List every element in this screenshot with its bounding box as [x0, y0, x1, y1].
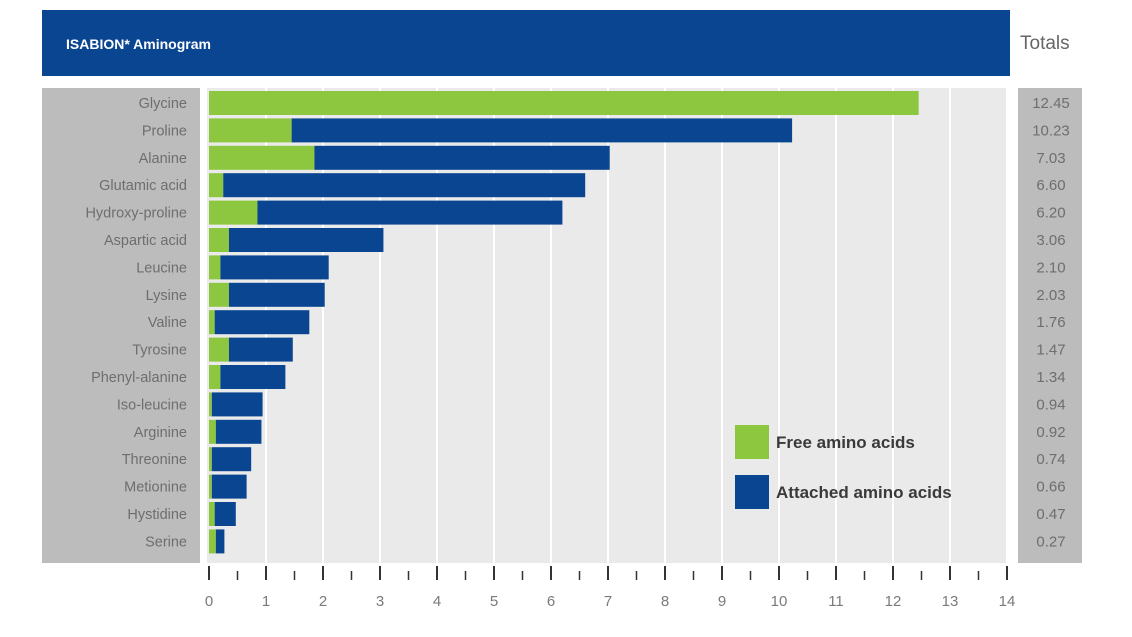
total-value: 1.76 — [1036, 314, 1065, 331]
totals-values: 12.45 10.23 7.03 6.60 6.20 3.06 2.10 2.03 1.76 1.… — [1032, 95, 1070, 550]
category-label: Metionine — [124, 480, 187, 496]
x-tick-label: 6 — [547, 593, 555, 610]
x-tick-label: 13 — [942, 593, 959, 610]
category-label: Tyrosine — [132, 343, 187, 359]
category-label-panel — [42, 88, 200, 563]
x-tick-label: 9 — [718, 593, 726, 610]
total-value: 0.74 — [1036, 451, 1065, 468]
category-label: Aspartic acid — [104, 233, 187, 249]
bar-attached-11 — [211, 392, 263, 417]
bar-free-4 — [209, 200, 258, 225]
category-label: Threonine — [122, 452, 187, 468]
bar-attached-7 — [228, 282, 325, 307]
category-label: Leucine — [136, 260, 187, 276]
bar-attached-10 — [220, 365, 286, 389]
category-label: Valine — [148, 315, 187, 331]
category-label: Proline — [142, 123, 187, 139]
bar-attached-1 — [291, 118, 793, 143]
x-tick-label: 14 — [999, 593, 1016, 610]
category-label: Hydroxy-proline — [85, 206, 187, 222]
category-label: Alanine — [139, 151, 187, 167]
bar-free-13 — [209, 447, 212, 472]
bar-free-3 — [209, 173, 224, 198]
total-value: 0.27 — [1036, 533, 1065, 550]
category-label: Phenyl-alanine — [91, 370, 187, 386]
category-label: Serine — [145, 534, 187, 550]
x-tick-label: 7 — [604, 593, 612, 610]
bar-attached-9 — [228, 337, 293, 362]
x-tick-label: 12 — [885, 593, 902, 610]
bar-free-2 — [209, 145, 315, 170]
chart-title: ISABION* Aminogram — [66, 36, 211, 52]
x-tick-label: 8 — [661, 593, 669, 610]
legend-label-attached: Attached amino acids — [776, 483, 952, 502]
totals-panel — [1018, 88, 1082, 563]
total-value: 2.10 — [1036, 259, 1065, 276]
totals-heading: Totals — [1020, 33, 1070, 54]
total-value: 0.92 — [1036, 424, 1065, 441]
category-label: Glutamic acid — [99, 178, 187, 194]
bar-attached-6 — [220, 255, 329, 280]
bars — [209, 91, 919, 554]
total-value: 1.47 — [1036, 342, 1065, 359]
x-tick-label: 11 — [828, 593, 844, 610]
total-value: 0.47 — [1036, 506, 1065, 523]
bar-free-16 — [209, 529, 216, 554]
category-label: Arginine — [134, 425, 187, 441]
bar-free-11 — [209, 392, 212, 417]
bar-free-0 — [209, 91, 919, 115]
x-tick-label: 2 — [319, 593, 327, 610]
bar-free-14 — [209, 474, 212, 499]
legend: Free amino acids Attached amino acids — [735, 425, 952, 509]
bar-free-8 — [209, 310, 215, 335]
total-value: 3.06 — [1036, 232, 1065, 249]
bar-attached-12 — [215, 419, 262, 444]
bar-attached-3 — [223, 173, 586, 198]
x-tick-label: 10 — [771, 593, 788, 610]
total-value: 1.34 — [1036, 369, 1065, 386]
category-label: Hystidine — [127, 507, 187, 523]
legend-swatch-free — [735, 425, 769, 459]
bar-free-5 — [209, 228, 229, 252]
legend-label-free: Free amino acids — [776, 433, 915, 452]
bar-attached-8 — [214, 310, 310, 335]
chart-header-bar — [42, 10, 1010, 76]
bar-free-9 — [209, 337, 229, 362]
bar-free-1 — [209, 118, 292, 143]
bar-free-12 — [209, 419, 216, 444]
total-value: 0.94 — [1036, 396, 1065, 413]
legend-swatch-attached — [735, 475, 769, 509]
x-tick-label: 1 — [262, 593, 270, 610]
bar-free-15 — [209, 502, 215, 526]
total-value: 0.66 — [1036, 479, 1065, 496]
bar-attached-5 — [228, 228, 384, 252]
bar-free-6 — [209, 255, 221, 280]
bar-attached-13 — [211, 447, 252, 472]
bar-attached-14 — [211, 474, 247, 499]
bar-attached-4 — [257, 200, 563, 225]
category-label: Lysine — [146, 288, 187, 304]
total-value: 7.03 — [1036, 150, 1065, 167]
category-label: Iso-leucine — [117, 397, 187, 413]
total-value: 10.23 — [1032, 122, 1070, 139]
category-labels: Glycine Proline Alanine Glutamic acid Hydrox… — [85, 96, 187, 550]
total-value: 2.03 — [1036, 287, 1065, 304]
x-tick-label: 0 — [205, 593, 213, 610]
x-tick-label: 3 — [376, 593, 384, 610]
bar-attached-2 — [314, 145, 610, 170]
x-tick-label: 5 — [490, 593, 498, 610]
x-axis: 0 1 2 3 4 5 6 7 8 9 10 11 12 13 14 — [205, 566, 1016, 610]
category-label: Glycine — [139, 96, 187, 112]
bar-attached-16 — [215, 529, 225, 554]
x-tick-label: 4 — [433, 593, 441, 610]
bar-free-10 — [209, 365, 221, 389]
bar-free-7 — [209, 282, 229, 307]
total-value: 6.60 — [1036, 177, 1065, 194]
bar-attached-15 — [214, 502, 236, 526]
total-value: 6.20 — [1036, 205, 1065, 222]
total-value: 12.45 — [1032, 95, 1070, 112]
